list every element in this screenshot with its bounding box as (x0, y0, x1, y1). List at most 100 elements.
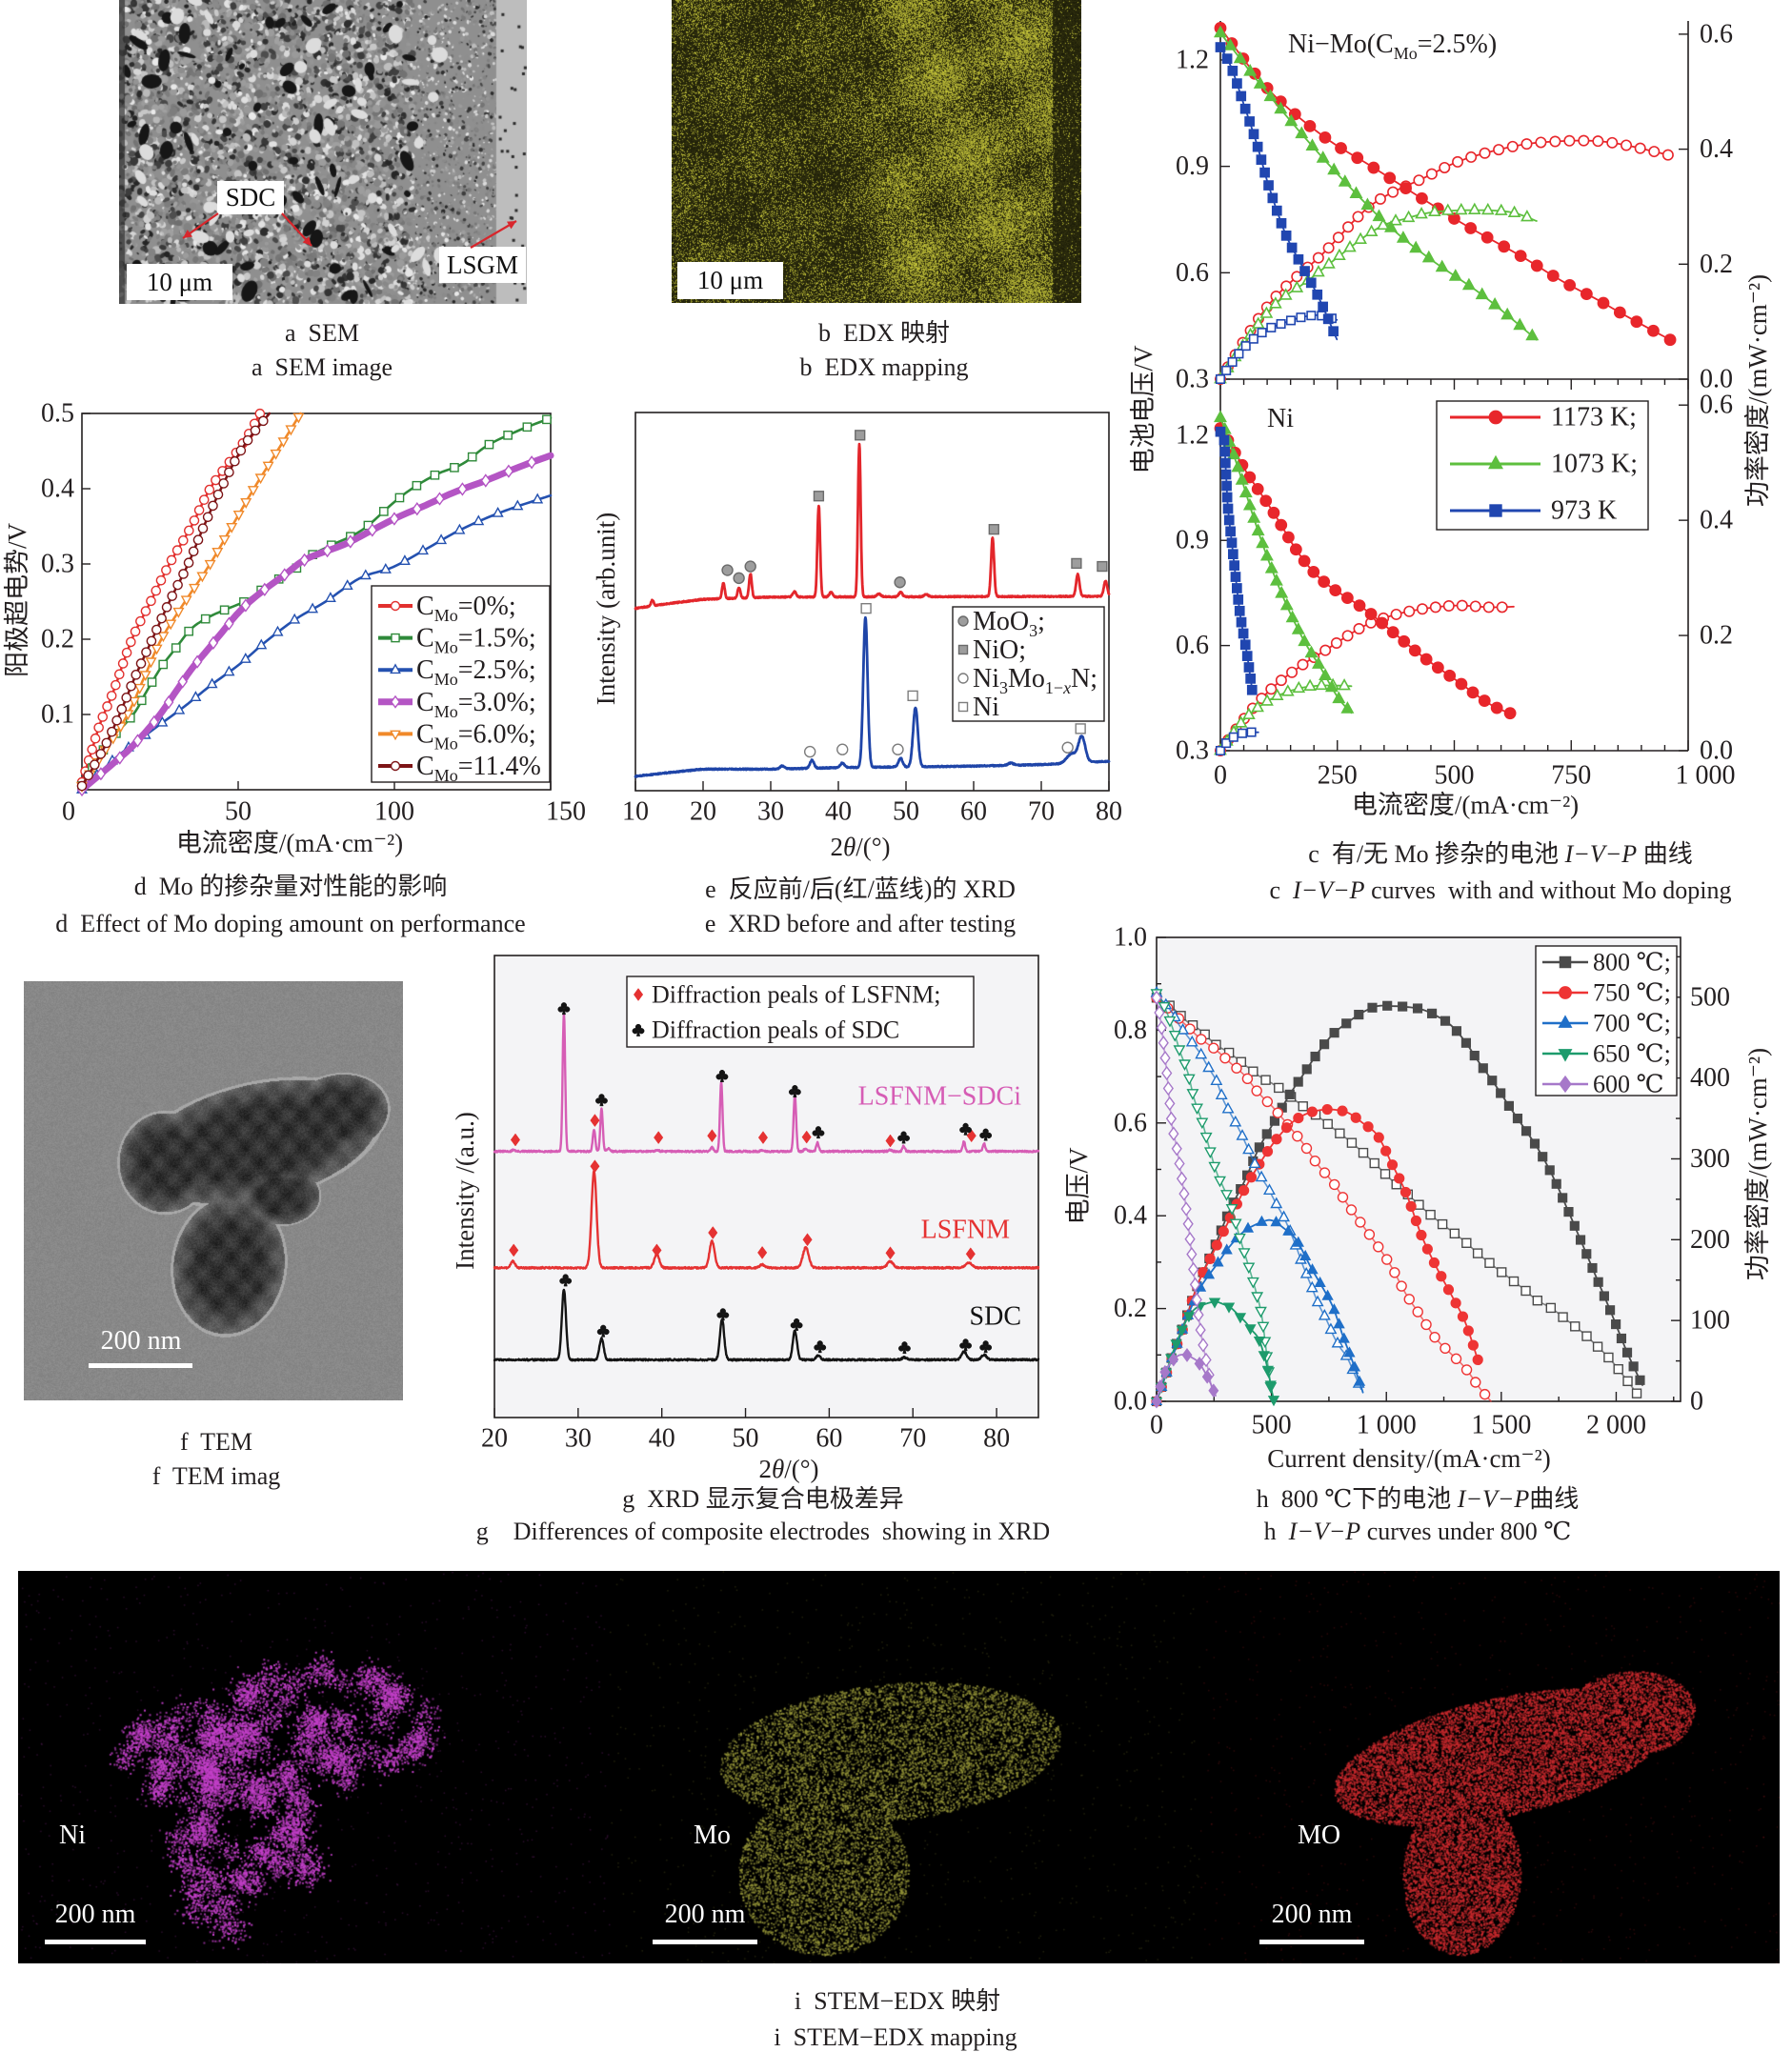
power-point-700c (1202, 1268, 1216, 1279)
trace-label: SDC (970, 1302, 1021, 1332)
voltage-point-1073k (1409, 240, 1423, 253)
mo-scale-bar-label: 200 nm (664, 1900, 746, 1929)
voltage-point-650c (1186, 1089, 1199, 1100)
voltage-point-973k (1226, 537, 1238, 549)
data-point (230, 455, 240, 467)
power-point-800c (1569, 1220, 1580, 1231)
power-point-700c (1348, 1360, 1361, 1372)
voltage-point-1173k (1613, 306, 1626, 319)
text-part: C (416, 752, 434, 781)
power-point-650c (1170, 1339, 1182, 1351)
chart-g-xrd-composite-electrodes: 20 30 40 50 60 70 80 Diffraction peals of LSFNM… (451, 955, 1040, 1483)
ni-scale-bar (45, 1940, 146, 1944)
voltage-point-600c (1193, 1307, 1204, 1322)
power-point-750c (1457, 1311, 1469, 1322)
power-point-750c (1293, 1112, 1304, 1124)
data-point (324, 592, 336, 602)
tem-image (24, 981, 403, 1400)
voltage-point-1073k (1372, 209, 1386, 222)
power-point-750c (1399, 1186, 1412, 1198)
voltage-point-750c (1403, 1294, 1415, 1305)
mo2-scale-bar (1259, 1940, 1364, 1944)
phase-marker (959, 1338, 973, 1352)
power-point-1173k (1275, 674, 1287, 687)
voltage-point-973k (1252, 141, 1263, 152)
voltage-point-1073k (1251, 523, 1265, 536)
power-point-600c (1194, 1357, 1205, 1371)
y2-tick-label: 200 (1690, 1225, 1730, 1255)
text-part: curves with and without Mo doping (1364, 876, 1732, 904)
power-point-1173k (1413, 174, 1425, 187)
phase-marker (1097, 560, 1108, 573)
voltage-point-750c (1292, 1130, 1303, 1142)
power-point-800c (1293, 1076, 1303, 1087)
y-tick-label: 0.6 (1176, 258, 1209, 288)
power-point-800c (1538, 1152, 1548, 1162)
power-point-1073k (1428, 204, 1441, 216)
y-tick-label: 0.3 (1176, 365, 1209, 394)
voltage-point-800c (1274, 1082, 1284, 1094)
data-point (157, 632, 170, 643)
power-point-1173k (1387, 186, 1399, 198)
power-point-1173k (1496, 601, 1508, 614)
trace-label: LSFNM−SDCi (858, 1082, 1022, 1112)
power-point-800c (1503, 1100, 1514, 1111)
voltage-point-650c (1163, 1016, 1177, 1028)
power-point-700c (1314, 1276, 1326, 1287)
power-point-750c (1462, 1325, 1474, 1337)
power-point-750c (1442, 1284, 1455, 1296)
data-point (322, 543, 332, 558)
x-axis-title: Current density/(mA·cm⁻²) (1267, 1444, 1551, 1473)
voltage-point-650c (1196, 1117, 1209, 1130)
data-point (177, 674, 188, 689)
voltage-point-750c (1381, 1254, 1393, 1265)
xrd-trace-2 (493, 1288, 1040, 1362)
caption-c-en: c I−V−P curves with and without Mo dopin… (1072, 875, 1792, 907)
voltage-point-1073k (1324, 679, 1339, 693)
legend-label: 650 ℃; (1593, 1040, 1671, 1068)
power-point-750c (1306, 1106, 1319, 1117)
voltage-point-650c (1208, 1161, 1221, 1174)
xrd-trace-after (634, 615, 1111, 778)
edx-scale-bar-label: 10 μm (677, 262, 783, 299)
voltage-point-1073k (1340, 701, 1355, 714)
phase-marker (757, 1245, 768, 1259)
phase-marker (894, 576, 906, 589)
data-point (165, 619, 177, 631)
voltage-point-800c (1508, 1276, 1520, 1287)
power-line-1173k (1219, 604, 1515, 752)
power-point-700c (1343, 1346, 1356, 1358)
x-tick-label: 150 (546, 797, 586, 827)
power-point-650c (1253, 1337, 1266, 1348)
voltage-point-1073k (1488, 296, 1502, 310)
legend-marker (391, 633, 400, 643)
phase-marker (812, 1126, 825, 1139)
power-point-973k (1227, 356, 1238, 368)
edx-map-image (672, 0, 1081, 303)
voltage-point-973k (1215, 42, 1226, 52)
voltage-point-1173k (1386, 626, 1399, 639)
x-axis-title: 电流密度/(mA·cm⁻²) (1352, 791, 1579, 819)
power-point-750c (1204, 1253, 1216, 1264)
phase-marker (510, 1133, 521, 1147)
legend-label: CMo=2.5%; (416, 655, 536, 690)
voltage-point-700c (1242, 1142, 1255, 1155)
power-point-600c (1208, 1383, 1219, 1398)
power-point-750c (1436, 1271, 1447, 1282)
voltage-point-800c (1379, 1169, 1391, 1179)
text-part: 曲线 (1637, 840, 1693, 868)
power-point-1173k (1479, 147, 1491, 159)
data-point (218, 478, 229, 489)
voltage-point-973k (1223, 514, 1235, 526)
voltage-point-1073k (1327, 162, 1341, 175)
power-point-750c (1271, 1134, 1282, 1145)
data-point (204, 559, 216, 571)
voltage-point-1173k (1630, 315, 1643, 329)
legend-label: 700 ℃; (1593, 1010, 1671, 1037)
data-point (240, 498, 252, 509)
power-point-750c (1386, 1159, 1399, 1171)
power-point-973k (1248, 333, 1258, 344)
y2-tick-label: 0.0 (1700, 736, 1733, 766)
voltage-point-800c (1472, 1248, 1483, 1258)
voltage-point-1173k (1259, 494, 1273, 508)
